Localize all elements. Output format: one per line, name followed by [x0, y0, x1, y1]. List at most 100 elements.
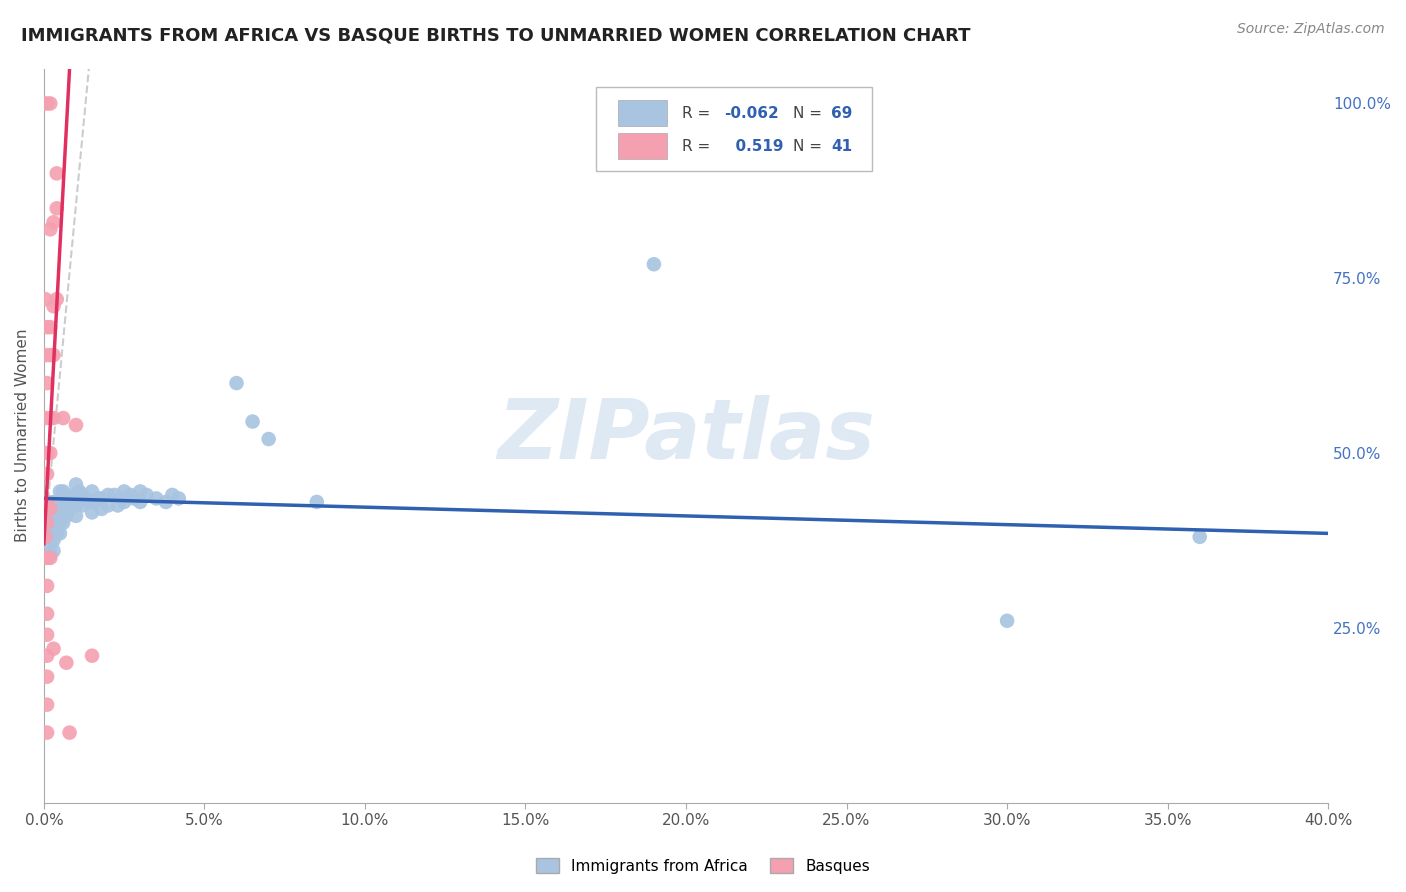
Point	[49, 516, 72, 530]
Point	[32, 96, 55, 111]
Point	[90, 502, 112, 516]
Point	[75, 491, 97, 506]
Y-axis label: Births to Unmarried Women: Births to Unmarried Women	[15, 329, 30, 542]
Point	[39, 222, 62, 236]
Point	[35, 446, 58, 460]
Point	[52, 484, 75, 499]
Point	[39, 446, 62, 460]
Point	[35, 320, 58, 334]
Point	[45, 495, 67, 509]
Point	[49, 495, 72, 509]
Point	[35, 495, 58, 509]
Text: ZIPatlas: ZIPatlas	[498, 395, 875, 476]
Point	[112, 495, 135, 509]
Point	[65, 477, 87, 491]
Point	[65, 499, 87, 513]
Point	[65, 488, 87, 502]
Point	[77, 495, 100, 509]
Point	[80, 484, 103, 499]
Point	[42, 544, 65, 558]
Point	[52, 505, 75, 519]
Point	[1188, 530, 1211, 544]
Point	[122, 491, 145, 506]
Text: R =: R =	[682, 139, 716, 153]
Point	[72, 488, 94, 502]
FancyBboxPatch shape	[619, 100, 666, 126]
Point	[35, 516, 58, 530]
Point	[52, 516, 75, 530]
Point	[97, 488, 120, 502]
Point	[42, 508, 65, 523]
Point	[39, 526, 62, 541]
Point	[257, 432, 280, 446]
Point	[112, 484, 135, 499]
Point	[42, 411, 65, 425]
Point	[34, 348, 56, 362]
Point	[35, 550, 58, 565]
Point	[49, 526, 72, 541]
Point	[72, 499, 94, 513]
Point	[39, 96, 62, 111]
Point	[145, 491, 167, 506]
Point	[162, 488, 184, 502]
Point	[58, 502, 80, 516]
Point	[39, 537, 62, 551]
Point	[35, 628, 58, 642]
Point	[305, 495, 328, 509]
Text: 0.519: 0.519	[724, 139, 783, 153]
Point	[42, 533, 65, 548]
Point	[35, 526, 58, 541]
Point	[39, 547, 62, 561]
Point	[35, 516, 58, 530]
Point	[90, 491, 112, 506]
Point	[65, 417, 87, 432]
Point	[155, 495, 177, 509]
Point	[39, 516, 62, 530]
Point	[39, 502, 62, 516]
Point	[39, 348, 62, 362]
Point	[35, 648, 58, 663]
Point	[39, 502, 62, 516]
Point	[35, 467, 58, 481]
Point	[55, 499, 77, 513]
Legend: Immigrants from Africa, Basques: Immigrants from Africa, Basques	[530, 852, 876, 880]
Point	[42, 641, 65, 656]
Point	[87, 491, 110, 506]
Point	[55, 488, 77, 502]
Point	[129, 484, 152, 499]
Point	[103, 488, 125, 502]
Point	[110, 491, 132, 506]
Point	[58, 725, 80, 739]
Point	[97, 499, 120, 513]
Point	[35, 96, 58, 111]
Point	[39, 550, 62, 565]
Point	[35, 579, 58, 593]
Point	[45, 202, 67, 216]
Point	[643, 257, 665, 271]
Point	[49, 484, 72, 499]
Text: R =: R =	[682, 106, 716, 120]
Point	[35, 376, 58, 390]
Point	[34, 292, 56, 306]
Point	[45, 292, 67, 306]
Point	[129, 495, 152, 509]
Point	[35, 725, 58, 739]
Point	[120, 488, 142, 502]
FancyBboxPatch shape	[619, 133, 666, 159]
Point	[35, 607, 58, 621]
Point	[35, 505, 58, 519]
Point	[80, 495, 103, 509]
Text: 69: 69	[831, 106, 852, 120]
Point	[135, 488, 157, 502]
Point	[55, 656, 77, 670]
Point	[45, 166, 67, 180]
Text: N =: N =	[793, 139, 827, 153]
Text: N =: N =	[793, 106, 827, 120]
Point	[80, 648, 103, 663]
Point	[58, 491, 80, 506]
Point	[167, 491, 190, 506]
Point	[45, 526, 67, 541]
Point	[80, 505, 103, 519]
Point	[42, 215, 65, 229]
Point	[45, 505, 67, 519]
